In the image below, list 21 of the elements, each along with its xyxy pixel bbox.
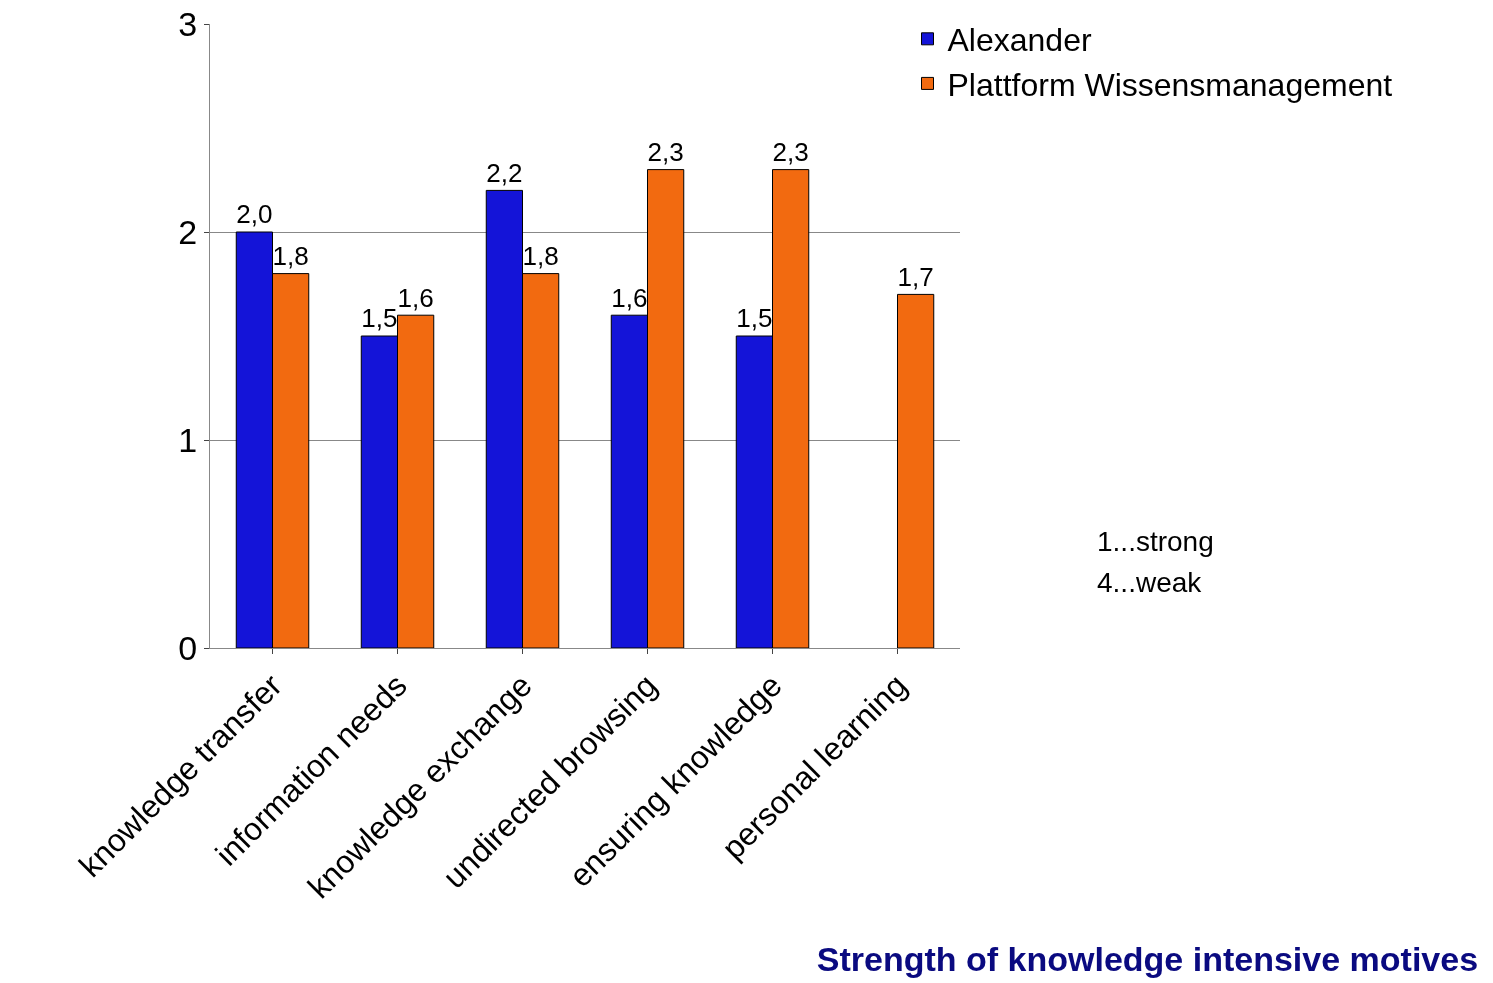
data-label: 2,0 (236, 199, 273, 230)
y-tick-label: 3 (178, 4, 198, 43)
data-label: 1,8 (522, 241, 559, 272)
data-label: 2,3 (647, 137, 684, 168)
data-label: 1,7 (897, 261, 934, 292)
y-tick-label: 1 (178, 420, 198, 459)
legend-label: Plattform Wissensmanagement (947, 66, 1393, 103)
data-label: 1,8 (272, 241, 309, 272)
data-label: 1,6 (397, 282, 434, 313)
data-label: 1,5 (361, 303, 398, 334)
bar (897, 293, 935, 648)
data-label: 2,3 (772, 137, 809, 168)
text: 4...weak (1097, 567, 1203, 598)
legend-label: Alexander (947, 22, 1092, 59)
data-label: 1,5 (736, 303, 773, 334)
y-tick-label: 2 (178, 212, 198, 251)
text: 1...strong (1097, 526, 1214, 557)
text: Strength of knowledge intensive motives (816, 940, 1479, 979)
data-label: 2,2 (486, 157, 523, 188)
y-tick-label: 0 (178, 628, 198, 667)
data-label: 1,6 (611, 282, 648, 313)
